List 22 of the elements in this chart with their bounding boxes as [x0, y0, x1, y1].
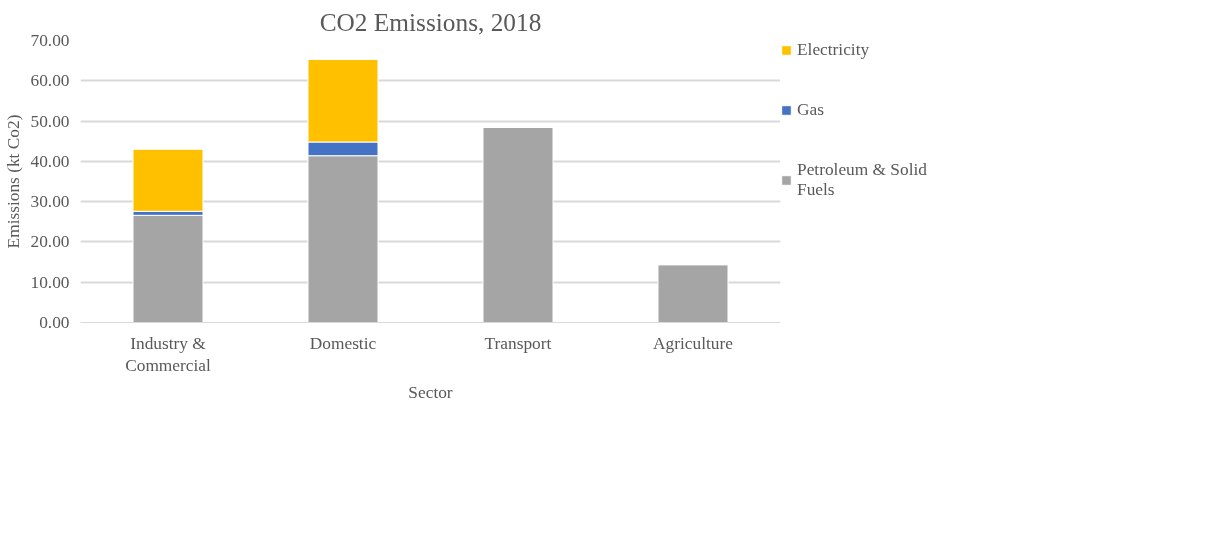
- y-axis-title: Emissions (kt Co2): [3, 114, 23, 249]
- bar: [657, 264, 729, 323]
- y-tick-label: 40.00: [30, 151, 70, 171]
- y-tick-label: 60.00: [30, 71, 70, 91]
- y-tick-label: 50.00: [30, 111, 70, 131]
- legend-label: Petroleum & Solid Fuels: [797, 160, 927, 200]
- legend-label: Electricity: [797, 40, 870, 60]
- y-tick-label: 30.00: [30, 192, 70, 212]
- bar: [482, 127, 554, 323]
- y-tick-label: 70.00: [30, 31, 70, 50]
- bar: [132, 214, 204, 323]
- y-tick-label: 20.00: [30, 232, 70, 252]
- x-tick-label: Domestic: [309, 333, 377, 353]
- bar: [132, 148, 204, 212]
- legend-label: Gas: [797, 100, 824, 120]
- x-tick-label: Industry & Commercial: [125, 333, 212, 376]
- x-axis-title: Sector: [408, 383, 453, 403]
- x-tick-label: Agriculture: [653, 333, 734, 353]
- y-tick-label: 10.00: [30, 272, 70, 292]
- y-tick-label: 0.00: [39, 313, 70, 332]
- chart-title: CO2 Emissions, 2018: [319, 7, 542, 36]
- x-tick-label: Transport: [484, 333, 552, 353]
